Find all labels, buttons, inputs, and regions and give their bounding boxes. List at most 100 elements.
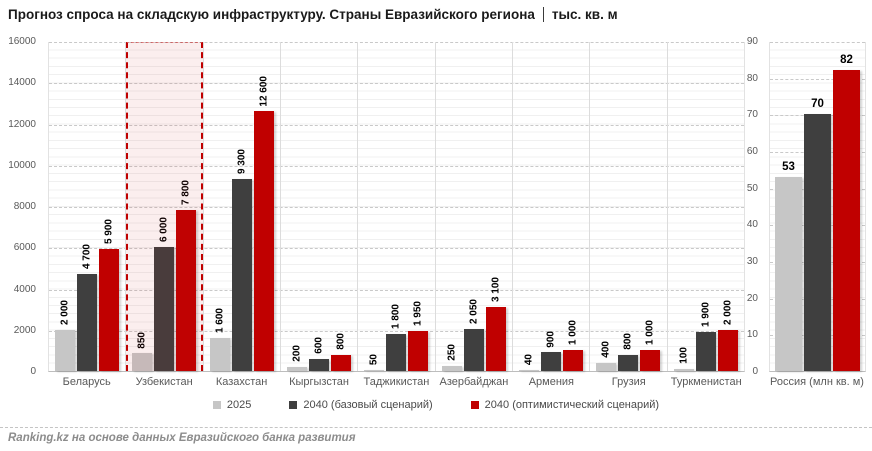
bar-value-label: 600 xyxy=(313,336,325,354)
bar-2040 (базовый сценарий) xyxy=(77,274,98,371)
category-label-Узбекистан: Узбекистан xyxy=(135,376,193,388)
bar-2025 xyxy=(596,362,617,371)
bar-2025 xyxy=(441,365,462,371)
bar-value-label: 7 800 xyxy=(180,180,192,206)
bar-slot: 850 xyxy=(132,42,153,371)
bar-2040 (базовый сценарий) xyxy=(618,354,639,371)
bar-slot: 9 300 xyxy=(231,42,252,371)
bar-2040 (базовый сценарий) xyxy=(804,114,831,371)
bar-2040 (оптимистический сценарий) xyxy=(833,70,860,371)
category-group-Кыргызстан: 200 600 800 xyxy=(281,42,359,371)
bar-slot: 12 600 xyxy=(253,42,274,371)
category-label-Туркменистан: Туркменистан xyxy=(670,376,742,388)
category-group-Армения: 40 900 1 000 xyxy=(513,42,591,371)
bar-value-label: 800 xyxy=(335,332,347,350)
bar-slot: 1 900 xyxy=(695,42,716,371)
bar-2040 (базовый сценарий) xyxy=(463,328,484,371)
bar-2040 (оптимистический сценарий) xyxy=(485,307,506,371)
bar-2025 xyxy=(673,368,694,371)
bar-value-label: 40 xyxy=(523,354,535,366)
legend-swatch-2040-optimistic xyxy=(470,401,479,409)
chart-title-row: Прогноз спроса на складскую инфраструкту… xyxy=(8,7,618,22)
bar-2040 (оптимистический сценарий) xyxy=(717,329,738,371)
title-separator xyxy=(542,7,544,22)
bar-slot: 1 000 xyxy=(640,42,661,371)
bar-value-label: 1 950 xyxy=(412,300,424,326)
bar-value-label: 1 600 xyxy=(214,307,226,333)
legend-label: 2040 (оптимистический сценарий) xyxy=(484,399,660,411)
bar-value-label: 800 xyxy=(622,332,634,350)
bar-2040 (базовый сценарий) xyxy=(695,331,716,371)
y-tick-label: 10000 xyxy=(8,159,36,171)
bar-slot: 1 600 xyxy=(209,42,230,371)
category-label-Грузия: Грузия xyxy=(611,376,646,388)
category-label-Беларусь: Беларусь xyxy=(62,376,111,388)
chart-title: Прогноз спроса на складскую инфраструкту… xyxy=(8,7,535,22)
y-tick-label: 50 xyxy=(746,182,758,194)
y-tick-label: 30 xyxy=(746,256,758,267)
bar-2040 (оптимистический сценарий) xyxy=(99,249,120,371)
y-tick-label: 20 xyxy=(746,292,758,304)
footer-divider xyxy=(0,427,872,428)
bar-slot: 600 xyxy=(309,42,330,371)
bar-value-label: 50 xyxy=(368,353,380,365)
bar-2040 (оптимистический сценарий) xyxy=(176,210,197,371)
bar-2025 xyxy=(364,369,385,371)
y-tick-label: 0 xyxy=(752,366,758,377)
bar-value-label: 900 xyxy=(545,330,557,348)
bar-2025 xyxy=(519,370,540,371)
bar-2040 (базовый сценарий) xyxy=(154,247,175,371)
y-tick-label: 60 xyxy=(746,146,758,157)
bar-value-label: 250 xyxy=(446,344,458,361)
bar-value-label: 12 600 xyxy=(258,75,270,107)
bar-groups: 2 000 4 700 5 900 850 6 000 7 800 1 600 9 300 12… xyxy=(49,42,744,371)
bar-slot: 200 xyxy=(287,42,308,371)
bar-value-label: 53 xyxy=(782,160,795,173)
bar-value-label: 400 xyxy=(600,341,612,358)
category-group-Россия (млн кв. м): 53 70 82 xyxy=(770,42,865,371)
bar-slot: 800 xyxy=(331,42,352,371)
bar-2040 (оптимистический сценарий) xyxy=(331,354,352,371)
bar-slot: 6 000 xyxy=(154,42,175,371)
y-tick-label: 8000 xyxy=(13,201,36,212)
bar-slot: 5 900 xyxy=(99,42,120,371)
bar-value-label: 6 000 xyxy=(158,217,170,243)
bar-value-label: 2 050 xyxy=(468,298,480,324)
bar-value-label: 4 700 xyxy=(81,244,93,270)
category-label-Армения: Армения xyxy=(528,376,574,388)
y-tick-label: 2000 xyxy=(13,324,36,336)
legend-label: 2025 xyxy=(226,399,252,411)
bar-2025 xyxy=(132,353,153,371)
category-label-Азербайджан: Азербайджан xyxy=(439,376,509,388)
legend-label: 2040 (базовый сценарий) xyxy=(303,399,433,411)
bar-value-label: 1 800 xyxy=(390,303,402,329)
bar-slot: 53 xyxy=(775,42,802,371)
bar-2040 (базовый сценарий) xyxy=(541,352,562,371)
bar-slot: 50 xyxy=(364,42,385,371)
bar-value-label: 100 xyxy=(678,347,690,364)
bar-2025 xyxy=(287,366,308,371)
legend-item-2040-base: 2040 (базовый сценарий) xyxy=(289,399,433,411)
category-label-Кыргызстан: Кыргызстан xyxy=(289,376,349,388)
y-axis-left: 0 2000 4000 6000 8000 10000 12000 14000 16000 xyxy=(0,36,42,377)
bar-slot: 400 xyxy=(596,42,617,371)
bar-value-label: 2 000 xyxy=(722,299,734,325)
bar-groups: 53 70 82 xyxy=(770,42,865,371)
bar-slot: 1 950 xyxy=(408,42,429,371)
category-label-Казахстан: Казахстан xyxy=(215,376,268,388)
bar-slot: 250 xyxy=(441,42,462,371)
bar-slot: 100 xyxy=(673,42,694,371)
bar-2025 xyxy=(55,329,76,371)
bar-slot: 2 000 xyxy=(55,42,76,371)
bar-2040 (оптимистический сценарий) xyxy=(408,330,429,371)
y-tick-label: 10 xyxy=(746,329,758,341)
y-tick-label: 12000 xyxy=(8,118,36,130)
category-group-Грузия: 400 800 1 000 xyxy=(590,42,668,371)
bar-value-label: 70 xyxy=(811,98,824,111)
legend-swatch-2025 xyxy=(212,401,221,409)
legend-swatch-2040-base xyxy=(289,401,298,409)
bar-slot: 40 xyxy=(519,42,540,371)
category-group-Туркменистан: 100 1 900 2 000 xyxy=(668,42,744,371)
bar-value-label: 9 300 xyxy=(236,149,248,175)
